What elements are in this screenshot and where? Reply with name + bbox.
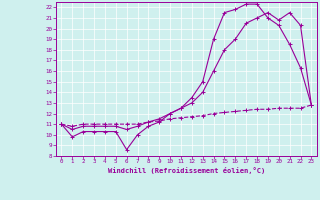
X-axis label: Windchill (Refroidissement éolien,°C): Windchill (Refroidissement éolien,°C) [108,167,265,174]
